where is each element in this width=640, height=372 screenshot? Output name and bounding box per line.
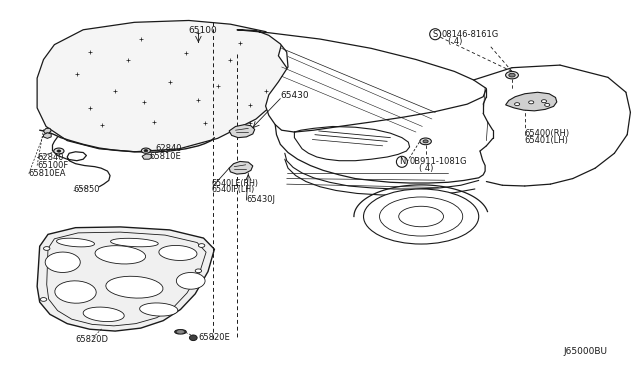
- Polygon shape: [55, 281, 96, 303]
- Polygon shape: [142, 154, 152, 159]
- Polygon shape: [140, 303, 178, 316]
- Ellipse shape: [175, 330, 186, 334]
- Circle shape: [423, 140, 428, 143]
- Ellipse shape: [399, 206, 444, 227]
- Text: 62840: 62840: [37, 153, 63, 162]
- Text: 65430: 65430: [280, 92, 309, 100]
- Circle shape: [195, 269, 202, 273]
- Polygon shape: [47, 232, 206, 326]
- Circle shape: [420, 138, 431, 145]
- Text: 08146-8161G: 08146-8161G: [442, 30, 499, 39]
- Text: N: N: [399, 157, 405, 166]
- Text: 65810EA: 65810EA: [29, 169, 67, 178]
- Polygon shape: [229, 125, 255, 138]
- Circle shape: [57, 150, 61, 152]
- Circle shape: [144, 150, 148, 152]
- Text: 6540LE(RH): 6540LE(RH): [211, 179, 258, 187]
- Circle shape: [198, 244, 205, 247]
- Circle shape: [506, 71, 518, 79]
- Polygon shape: [229, 161, 253, 174]
- Circle shape: [529, 101, 534, 104]
- Text: 65820D: 65820D: [76, 335, 109, 344]
- Text: ( 4): ( 4): [448, 37, 462, 46]
- Text: 65401(LH): 65401(LH): [525, 136, 569, 145]
- Text: ( 4): ( 4): [419, 164, 433, 173]
- Polygon shape: [95, 246, 145, 264]
- Ellipse shape: [189, 335, 197, 341]
- Circle shape: [545, 103, 550, 106]
- Circle shape: [509, 73, 515, 77]
- Polygon shape: [177, 273, 205, 289]
- Ellipse shape: [364, 189, 479, 244]
- Polygon shape: [83, 307, 124, 322]
- Circle shape: [515, 103, 520, 106]
- Circle shape: [541, 100, 547, 103]
- Text: 62840: 62840: [155, 144, 181, 153]
- Text: 0B911-1081G: 0B911-1081G: [410, 157, 467, 166]
- Text: 65850: 65850: [74, 185, 100, 194]
- Text: 65400(RH): 65400(RH): [525, 129, 570, 138]
- Text: 65430J: 65430J: [246, 195, 275, 203]
- Polygon shape: [45, 252, 80, 272]
- Polygon shape: [237, 30, 486, 132]
- Text: J65000BU: J65000BU: [563, 347, 607, 356]
- Polygon shape: [44, 133, 51, 138]
- Polygon shape: [111, 238, 158, 247]
- Text: 65810E: 65810E: [149, 153, 181, 161]
- Circle shape: [141, 148, 150, 153]
- Polygon shape: [106, 276, 163, 298]
- Polygon shape: [56, 238, 95, 247]
- Polygon shape: [44, 128, 51, 133]
- Ellipse shape: [380, 197, 463, 236]
- Polygon shape: [159, 246, 197, 260]
- Text: 65100F: 65100F: [37, 161, 68, 170]
- Text: 65820E: 65820E: [198, 333, 230, 342]
- Polygon shape: [37, 20, 291, 152]
- Polygon shape: [37, 227, 214, 331]
- Text: S: S: [433, 30, 438, 39]
- Circle shape: [44, 247, 50, 250]
- Text: 65100: 65100: [189, 26, 218, 35]
- Ellipse shape: [177, 331, 184, 333]
- Text: 6540IF(LH): 6540IF(LH): [211, 185, 255, 194]
- Circle shape: [40, 298, 47, 301]
- Circle shape: [54, 148, 64, 154]
- Polygon shape: [506, 92, 557, 111]
